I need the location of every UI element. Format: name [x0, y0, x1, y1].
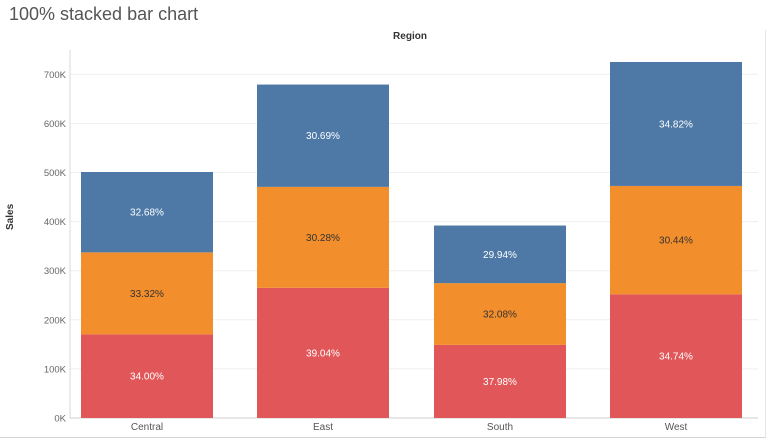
data-label: 34.00%: [130, 372, 164, 383]
data-label: 32.68%: [130, 208, 164, 219]
bar-segment: [257, 186, 389, 288]
bar-segment: [81, 171, 213, 253]
data-label: 37.98%: [483, 377, 517, 388]
bar-segment: [257, 84, 389, 187]
data-label: 30.28%: [306, 233, 340, 244]
bar-segment: [81, 334, 213, 418]
y-tick-label: 200K: [44, 315, 67, 326]
data-label: 34.74%: [659, 352, 693, 363]
data-label: 30.69%: [306, 131, 340, 142]
bar-segment: [81, 252, 213, 335]
data-label: 39.04%: [306, 348, 340, 359]
y-tick-label: 300K: [44, 266, 67, 277]
bar-segment: [434, 283, 566, 345]
x-tick-label: West: [665, 422, 688, 433]
bar-segment: [610, 294, 742, 418]
data-label: 29.94%: [483, 250, 517, 261]
column-header: Region: [393, 31, 427, 42]
chart-title: 100% stacked bar chart: [9, 4, 199, 24]
data-label: 34.82%: [659, 119, 693, 130]
y-tick-label: 700K: [44, 70, 67, 81]
data-label: 32.08%: [483, 310, 517, 321]
chart-frame: [0, 30, 766, 438]
x-tick-label: South: [487, 422, 513, 433]
y-tick-label: 100K: [44, 364, 67, 375]
x-tick-label: Central: [131, 422, 163, 433]
y-tick-label: 500K: [44, 168, 67, 179]
y-tick-label: 600K: [44, 119, 67, 130]
x-tick-label: East: [313, 422, 333, 433]
data-label: 33.32%: [130, 289, 164, 300]
bar-segment: [434, 225, 566, 284]
data-label: 30.44%: [659, 236, 693, 247]
y-tick-label: 400K: [44, 217, 67, 228]
y-tick-label: 0K: [54, 414, 66, 425]
bar-segment: [257, 287, 389, 418]
bar-segment: [434, 344, 566, 418]
bar-segment: [610, 185, 742, 295]
bar-segment: [610, 61, 742, 186]
